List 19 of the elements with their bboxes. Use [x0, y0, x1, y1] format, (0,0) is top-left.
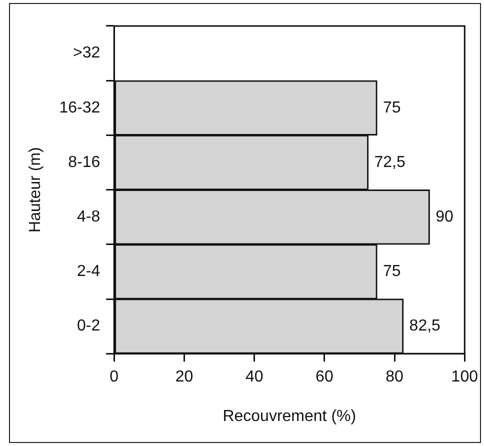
y-axis-title: Hauteur (m) — [27, 147, 44, 232]
y-tick-label: 16-32 — [59, 99, 100, 116]
data-label: 75 — [383, 99, 401, 116]
x-tick-label: 60 — [316, 368, 334, 386]
y-tick-label: 4-8 — [76, 208, 100, 226]
y-tick-label: 0-2 — [76, 318, 100, 335]
x-tick-label: 100 — [451, 368, 478, 386]
x-tick-label: 0 — [110, 368, 119, 386]
data-label: 82,5 — [409, 318, 441, 335]
data-label: 90 — [436, 208, 454, 226]
x-axis-title: Recouvrement (%) — [222, 408, 356, 425]
data-label: 72,5 — [374, 154, 406, 171]
data-label: 75 — [383, 263, 401, 280]
x-tick-label: 20 — [175, 368, 194, 386]
y-tick-label: 8-16 — [68, 154, 100, 171]
y-tick-label: 2-4 — [76, 263, 100, 280]
y-tick-label: >32 — [72, 44, 100, 62]
x-tick-label: 80 — [386, 368, 404, 386]
x-tick-label: 40 — [245, 368, 264, 386]
